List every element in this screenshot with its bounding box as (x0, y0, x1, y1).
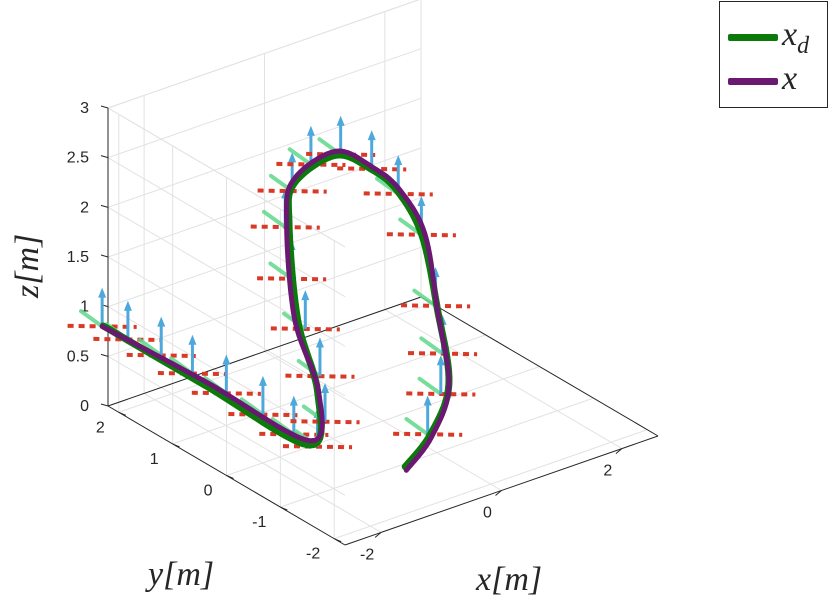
marker-green-axis (78, 309, 105, 329)
marker-arrow-head (188, 334, 197, 345)
axis-labels: x[m] y[m] z[m] (9, 234, 542, 598)
grid-y-floor-0 (334, 429, 648, 540)
legend-swatch-actual (728, 78, 778, 85)
z-tick-label-3: 1.5 (67, 249, 89, 266)
z-tick-mark-4 (100, 204, 109, 208)
y-tick-label-3: 1 (150, 451, 159, 468)
y-tick-mark-1 (280, 506, 288, 511)
x-tick-mark-0 (374, 532, 382, 538)
marker-green-axis (262, 209, 288, 230)
legend-entry-actual: x (720, 58, 827, 102)
legend-entry-desired: xd (720, 14, 827, 59)
legend: xd x (719, 1, 828, 108)
marker-arrow-head (367, 130, 376, 141)
z-tick-mark-0 (100, 403, 109, 407)
y-tick-label-0: -2 (306, 546, 320, 563)
x-tick-mark-2 (615, 448, 623, 454)
marker-arrow-head (123, 300, 132, 311)
orientation-marker-22 (393, 395, 463, 437)
marker-green-axis (412, 288, 438, 308)
marker-green-axis (138, 338, 164, 358)
grid-y-floor-4 (118, 302, 432, 413)
marker-arrow-head (98, 287, 107, 298)
x-tick-label-0: -2 (360, 546, 374, 563)
x-axis-back-line (107, 296, 422, 407)
x-axis-label: x[m] (475, 561, 542, 598)
z-tick-mark-6 (100, 105, 109, 109)
marker-arrow-head (315, 337, 324, 348)
series-line-actual (99, 148, 452, 473)
z-tick-label-1: 0.5 (67, 348, 89, 365)
y-tick-label-2: 0 (204, 483, 213, 500)
orientation-markers (67, 115, 478, 450)
marker-green-axis (287, 147, 313, 167)
y-tick-label-1: -1 (252, 514, 266, 531)
z-tick-mark-1 (100, 353, 109, 357)
orientation-marker-8 (290, 382, 360, 425)
y-tick-mark-4 (118, 411, 126, 416)
marker-arrow-head (157, 316, 166, 327)
z-tick-label-5: 2.5 (67, 150, 89, 167)
marker-arrow-head (336, 115, 345, 126)
y-axis-label: y[m] (145, 556, 214, 593)
grid-lines (107, 0, 648, 546)
y-tick-label-4: 2 (96, 419, 105, 436)
pane-edge-1 (107, 107, 346, 248)
marker-arrow-head (423, 395, 432, 406)
z-tick-mark-3 (100, 254, 109, 258)
z-tick-label-0: 0 (80, 398, 89, 415)
grid-z-left-1 (107, 355, 346, 496)
pane-edge-0 (107, 0, 420, 109)
trajectories (99, 148, 453, 473)
marker-arrow-head (258, 375, 267, 386)
grid-z-right-2 (107, 197, 422, 308)
marker-arrow-head (288, 152, 297, 163)
legend-swatch-desired (728, 34, 778, 41)
grid-z-left-5 (107, 157, 346, 298)
marker-arrow-head (321, 382, 330, 393)
marker-arrow-head (436, 355, 445, 366)
orientation-marker-1 (93, 300, 163, 343)
marker-green-axis (419, 336, 445, 356)
z-tick-label-6: 3 (80, 100, 89, 117)
legend-label-actual: x (782, 60, 798, 97)
grid-z-left-3 (107, 256, 346, 397)
y-tick-mark-2 (226, 475, 234, 479)
marker-arrow-head (394, 155, 403, 166)
z-tick-mark-5 (100, 155, 109, 159)
x-tick-mark-1 (495, 490, 502, 496)
x-tick-label-1: 0 (483, 505, 492, 522)
z-axis-label: z[m] (9, 234, 46, 299)
marker-arrow-head (301, 290, 310, 301)
y-tick-mark-3 (172, 443, 180, 448)
grid-y-floor-2 (226, 366, 540, 476)
z-tick-label-4: 2 (80, 199, 89, 216)
marker-arrow-head (306, 125, 315, 136)
axes-box (100, 105, 659, 546)
y-tick-mark-0 (334, 538, 342, 543)
grid-y-floor-1 (280, 397, 594, 508)
marker-arrow-head (222, 354, 231, 365)
marker-green-axis (404, 417, 430, 437)
orientation-marker-9 (285, 337, 355, 379)
z-tick-label-2: 1 (80, 299, 89, 316)
orientation-marker-21 (406, 355, 476, 397)
marker-arrow-head (289, 395, 298, 406)
orientation-marker-2 (126, 316, 196, 358)
grid-z-right-5 (107, 48, 422, 159)
marker-arrow-head (417, 195, 426, 206)
x-tick-label-2: 2 (603, 463, 612, 480)
legend-label-desired: xd (782, 16, 810, 59)
grid-z-right-4 (107, 97, 422, 208)
marker-green-axis (417, 376, 443, 396)
y-axis-back-line (420, 296, 659, 437)
